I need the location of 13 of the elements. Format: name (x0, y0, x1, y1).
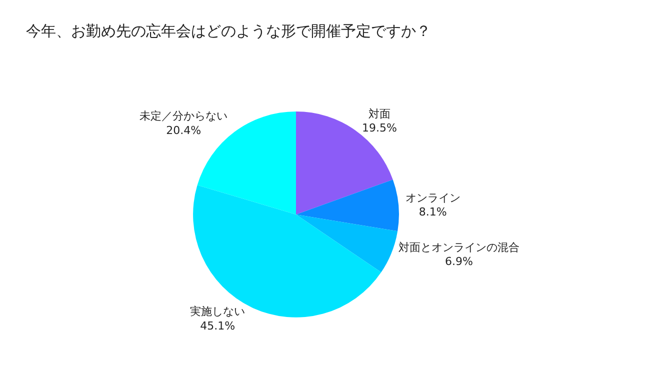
pie-slice (296, 214, 398, 272)
slice-label: 未定／分からない (140, 109, 228, 122)
data-label: 19.5% (362, 122, 397, 135)
slice-label: オンライン (405, 191, 460, 204)
data-label: 8.1% (418, 206, 447, 219)
data-label: 20.4% (166, 124, 202, 137)
pie-slice (296, 180, 399, 232)
slice-label: 対面とオンラインの混合 (398, 240, 520, 254)
slice-label: 実施しない (190, 304, 246, 318)
slice-label: 対面 (368, 107, 391, 120)
data-label: 45.1% (200, 319, 236, 332)
data-label: 6.9% (444, 255, 473, 268)
chart-title: 今年、お勤め先の忘年会はどのような形で開催予定ですか？ (26, 22, 431, 40)
